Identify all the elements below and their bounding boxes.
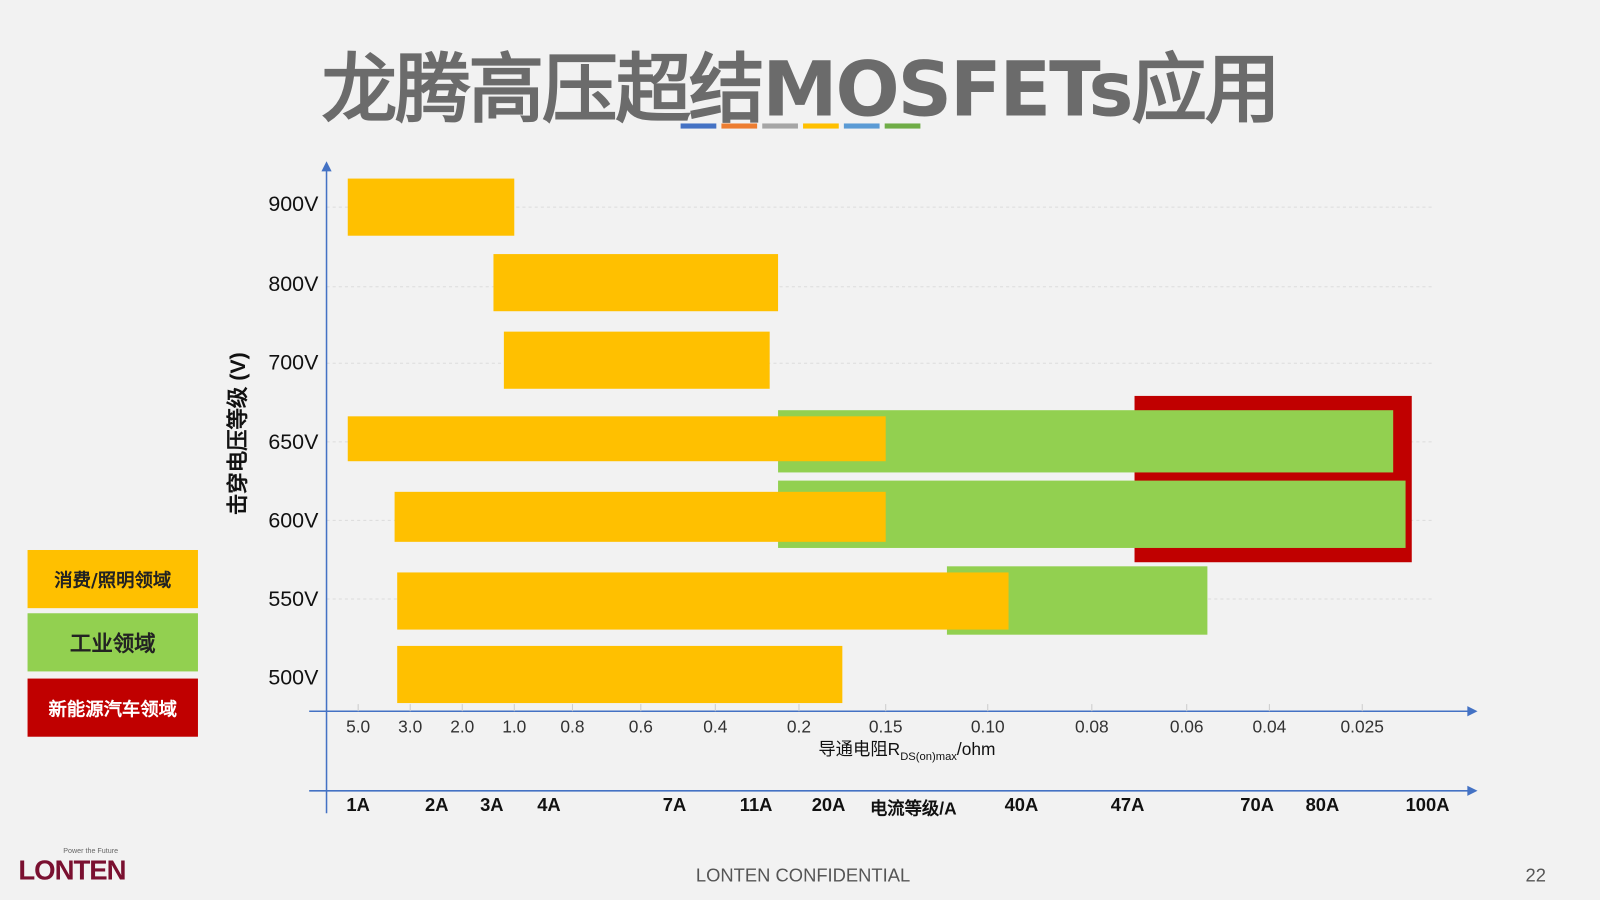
logo-text: LONTEN: [18, 855, 126, 886]
x-axis-arrow-icon: [1467, 706, 1478, 717]
y-tick-label: 900V: [268, 192, 319, 216]
y-axis-arrow-icon: [321, 161, 332, 172]
slide-title: 龙腾高压超结MOSFETs应用: [321, 45, 1281, 134]
bar-650V: [347, 416, 886, 462]
x-tick-label: 0.6: [629, 717, 653, 737]
x-tick-label: 0.10: [971, 717, 1005, 737]
title-color-strips: [680, 123, 921, 129]
bar-500V: [397, 645, 843, 704]
color-strip: [721, 123, 758, 129]
x-axis-title: 导通电阻RDS(on)max/ohm: [818, 739, 995, 763]
x-tick-label: 1.0: [502, 717, 526, 737]
page-number: 22: [1525, 865, 1546, 886]
x2-tick-label: 80A: [1306, 794, 1340, 815]
x2-tick-label: 3A: [480, 794, 503, 815]
x2-axis-title: 电流等级/A: [870, 798, 957, 818]
x-tick-label: 0.15: [869, 717, 903, 737]
legend-label: 消费/照明领域: [54, 569, 172, 592]
bar-800V: [493, 254, 779, 312]
x2-tick-label: 11A: [740, 794, 773, 815]
x-tick-label: 5.0: [346, 717, 370, 737]
y-tick-label: 500V: [268, 666, 319, 690]
logo: Power the Future LONTEN: [18, 845, 130, 890]
color-strip: [762, 123, 798, 129]
color-strip: [884, 123, 921, 129]
x2-tick-label: 70A: [1240, 794, 1274, 815]
y-tick-label: 650V: [268, 430, 319, 454]
x2-tick-label: 1A: [346, 794, 369, 815]
x-tick-label: 0.4: [703, 717, 727, 737]
x2-tick-label: 40A: [1005, 794, 1039, 815]
bar-900V: [347, 178, 515, 236]
bar-700V: [503, 331, 770, 389]
color-strip: [843, 123, 880, 129]
y-tick-label: 700V: [268, 350, 319, 374]
y-tick-label: 600V: [268, 509, 319, 533]
x2-tick-label: 7A: [663, 794, 686, 815]
confidential-label: LONTEN CONFIDENTIAL: [695, 865, 911, 886]
legend-consumer: 消费/照明领域: [27, 549, 198, 609]
x-axis-title-part: DS(on)max: [900, 751, 957, 763]
x-tick-label: 0.04: [1253, 717, 1287, 737]
x-axis-title-part: 导通电阻R: [818, 739, 900, 759]
y-axis-title: 击穿电压等级 (V): [225, 352, 250, 515]
logo-tagline: Power the Future: [63, 847, 119, 856]
x-tick-label: 0.08: [1075, 717, 1109, 737]
bar-600V: [394, 491, 886, 542]
x2-tick-label: 2A: [425, 794, 448, 815]
x-tick-label: 2.0: [450, 717, 474, 737]
x2-tick-label: 4A: [537, 794, 560, 815]
x-tick-label: 0.06: [1170, 717, 1204, 737]
x-axis-title-part: /ohm: [957, 739, 996, 759]
x-tick-label: 0.8: [560, 717, 584, 737]
bar-550V: [397, 572, 1009, 630]
x2-tick-label: 100A: [1406, 794, 1450, 815]
legend-industrial: 工业领域: [27, 613, 198, 672]
legend-label: 工业领域: [69, 631, 156, 656]
y-tick-label: 800V: [268, 272, 319, 296]
legend-label: 新能源汽车领域: [48, 698, 178, 720]
x2-tick-label: 20A: [812, 794, 846, 815]
x2-tick-label: 47A: [1111, 794, 1145, 815]
x-tick-label: 3.0: [398, 717, 422, 737]
x2-axis-arrow-icon: [1467, 785, 1478, 796]
color-strip: [680, 123, 717, 129]
color-strip: [803, 123, 839, 129]
legend-nev: 新能源汽车领域: [27, 678, 198, 737]
x-tick-label: 0.2: [787, 717, 811, 737]
x-tick-label: 0.025: [1341, 717, 1384, 737]
y-tick-label: 550V: [268, 587, 319, 611]
